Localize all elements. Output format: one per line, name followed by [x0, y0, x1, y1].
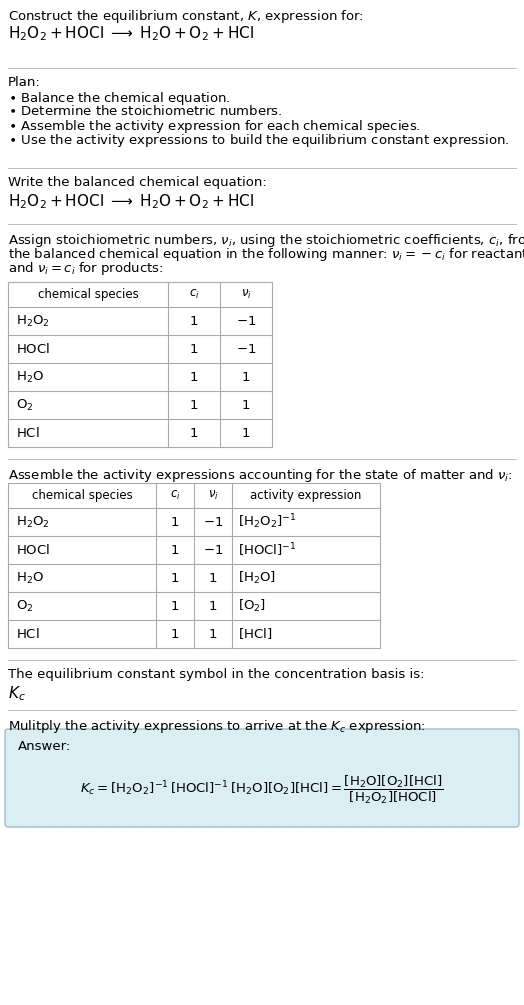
Text: $1$: $1$: [209, 600, 217, 612]
Text: 1: 1: [171, 627, 179, 640]
Text: Construct the equilibrium constant, $K$, expression for:: Construct the equilibrium constant, $K$,…: [8, 8, 364, 25]
Text: $1$: $1$: [209, 627, 217, 640]
Text: $\mathrm{HCl}$: $\mathrm{HCl}$: [16, 627, 40, 641]
Text: $\mathrm{HOCl}$: $\mathrm{HOCl}$: [16, 342, 50, 356]
Text: and $\nu_i = c_i$ for products:: and $\nu_i = c_i$ for products:: [8, 260, 163, 277]
Text: $c_i$: $c_i$: [189, 288, 199, 302]
Text: $\mathrm{HOCl}$: $\mathrm{HOCl}$: [16, 543, 50, 557]
Text: 1: 1: [190, 343, 198, 356]
Text: Assign stoichiometric numbers, $\nu_i$, using the stoichiometric coefficients, $: Assign stoichiometric numbers, $\nu_i$, …: [8, 232, 524, 249]
Text: $\mathrm{H_2O_2 + HOCl \;\longrightarrow\; H_2O + O_2 + HCl}$: $\mathrm{H_2O_2 + HOCl \;\longrightarrow…: [8, 24, 254, 42]
Text: activity expression: activity expression: [250, 489, 362, 502]
Text: 1: 1: [171, 516, 179, 529]
Text: 1: 1: [171, 544, 179, 557]
Text: $\mathrm{HCl}$: $\mathrm{HCl}$: [16, 426, 40, 440]
Text: 1: 1: [190, 371, 198, 384]
Text: The equilibrium constant symbol in the concentration basis is:: The equilibrium constant symbol in the c…: [8, 668, 424, 681]
Text: 1: 1: [171, 600, 179, 612]
Text: $\bullet$ Balance the chemical equation.: $\bullet$ Balance the chemical equation.: [8, 90, 231, 107]
Text: chemical species: chemical species: [31, 489, 133, 502]
Text: $K_c = [\mathrm{H_2O_2}]^{-1}\,[\mathrm{HOCl}]^{-1}\,[\mathrm{H_2O}][\mathrm{O_2: $K_c = [\mathrm{H_2O_2}]^{-1}\,[\mathrm{…: [80, 774, 444, 806]
Text: $1$: $1$: [242, 371, 250, 384]
Text: $\mathrm{H_2O}$: $\mathrm{H_2O}$: [16, 370, 44, 385]
Text: $\bullet$ Determine the stoichiometric numbers.: $\bullet$ Determine the stoichiometric n…: [8, 104, 282, 118]
Text: 1: 1: [190, 426, 198, 439]
Text: $[\mathrm{H_2O}]$: $[\mathrm{H_2O}]$: [238, 570, 276, 586]
Text: $\mathrm{H_2O_2 + HOCl \;\longrightarrow\; H_2O + O_2 + HCl}$: $\mathrm{H_2O_2 + HOCl \;\longrightarrow…: [8, 192, 254, 211]
Text: $1$: $1$: [242, 399, 250, 411]
Text: Plan:: Plan:: [8, 76, 41, 89]
Text: $-1$: $-1$: [203, 544, 223, 557]
Text: $[\mathrm{HCl}]$: $[\mathrm{HCl}]$: [238, 626, 272, 641]
Text: Assemble the activity expressions accounting for the state of matter and $\nu_i$: Assemble the activity expressions accoun…: [8, 467, 512, 484]
Text: $c_i$: $c_i$: [170, 489, 180, 502]
Text: 1: 1: [190, 399, 198, 411]
Text: $[\mathrm{H_2O_2}]^{-1}$: $[\mathrm{H_2O_2}]^{-1}$: [238, 513, 297, 532]
Text: $\nu_i$: $\nu_i$: [208, 489, 219, 502]
Text: $\bullet$ Assemble the activity expression for each chemical species.: $\bullet$ Assemble the activity expressi…: [8, 118, 421, 135]
Bar: [8, 483, 380, 648]
Text: $-1$: $-1$: [236, 343, 256, 356]
Text: 1: 1: [190, 315, 198, 328]
Text: $1$: $1$: [242, 426, 250, 439]
Text: $\mathrm{O_2}$: $\mathrm{O_2}$: [16, 598, 34, 613]
Text: $[\mathrm{HOCl}]^{-1}$: $[\mathrm{HOCl}]^{-1}$: [238, 542, 297, 559]
Text: chemical species: chemical species: [38, 288, 138, 302]
Text: $-1$: $-1$: [203, 516, 223, 529]
Text: $1$: $1$: [209, 572, 217, 585]
Text: the balanced chemical equation in the following manner: $\nu_i = -c_i$ for react: the balanced chemical equation in the fo…: [8, 246, 524, 263]
Text: $K_c$: $K_c$: [8, 684, 26, 702]
Text: $[\mathrm{O_2}]$: $[\mathrm{O_2}]$: [238, 598, 266, 614]
Text: Write the balanced chemical equation:: Write the balanced chemical equation:: [8, 176, 267, 189]
Text: 1: 1: [171, 572, 179, 585]
FancyBboxPatch shape: [5, 729, 519, 827]
Text: Mulitply the activity expressions to arrive at the $K_c$ expression:: Mulitply the activity expressions to arr…: [8, 718, 426, 735]
Text: Answer:: Answer:: [18, 740, 71, 753]
Bar: [8, 282, 272, 447]
Text: $\bullet$ Use the activity expressions to build the equilibrium constant express: $\bullet$ Use the activity expressions t…: [8, 132, 509, 149]
Text: $\mathrm{H_2O}$: $\mathrm{H_2O}$: [16, 571, 44, 586]
Text: $\mathrm{H_2O_2}$: $\mathrm{H_2O_2}$: [16, 515, 50, 530]
Text: $\mathrm{O_2}$: $\mathrm{O_2}$: [16, 397, 34, 412]
Text: $\mathrm{H_2O_2}$: $\mathrm{H_2O_2}$: [16, 314, 50, 329]
Text: $-1$: $-1$: [236, 315, 256, 328]
Text: $\nu_i$: $\nu_i$: [241, 288, 252, 302]
